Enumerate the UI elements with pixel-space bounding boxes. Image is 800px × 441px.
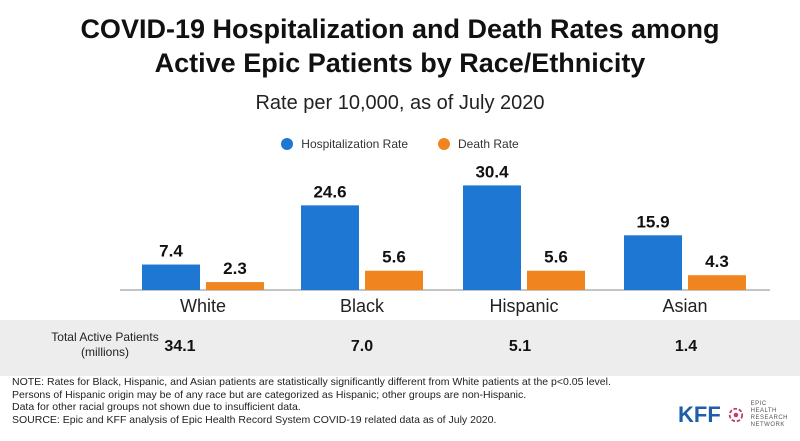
patients-label: Total Active Patients (millions) xyxy=(40,330,170,360)
note-3: Data for other racial groups not shown d… xyxy=(12,401,301,413)
bar-hospitalization-asian xyxy=(624,235,682,290)
chart-title: COVID-19 Hospitalization and Death Rates… xyxy=(0,12,800,80)
title-line-1: COVID-19 Hospitalization and Death Rates… xyxy=(80,14,720,44)
note-1: NOTE: Rates for Black, Hispanic, and Asi… xyxy=(12,376,611,388)
data-label-hospitalization-asian: 15.9 xyxy=(636,212,669,231)
bar-death-white xyxy=(206,282,264,290)
kff-logo-text: KFF xyxy=(678,402,721,427)
epic-logo-line-1: EPIC xyxy=(750,401,767,407)
bar-death-hispanic xyxy=(527,270,585,290)
legend-item-death: Death Rate xyxy=(438,137,519,151)
data-label-death-black: 5.6 xyxy=(382,248,406,267)
category-label-white: White xyxy=(180,296,226,316)
epic-logo-text: EPIC HEALTH RESEARCH NETWORK xyxy=(751,401,788,429)
legend-label-death: Death Rate xyxy=(458,137,519,151)
epic-network-icon xyxy=(728,407,743,423)
category-label-black: Black xyxy=(340,296,385,316)
data-label-hospitalization-black: 24.6 xyxy=(313,182,346,201)
note-2: Persons of Hispanic origin may be of any… xyxy=(12,388,527,401)
footnotes: NOTE: Rates for Black, Hispanic, and Asi… xyxy=(12,376,662,426)
patients-label-line-1: Total Active Patients xyxy=(51,330,159,344)
bar-death-black xyxy=(365,270,423,290)
patients-value-asian: 1.4 xyxy=(674,338,698,355)
patients-label-line-2: (millions) xyxy=(81,345,129,359)
data-label-hospitalization-white: 7.4 xyxy=(159,242,183,261)
data-label-death-white: 2.3 xyxy=(223,259,247,278)
bar-chart: 7.4 2.3 White 24.6 5.6 Black 30.4 5.6 Hispanic 15… xyxy=(120,162,770,316)
legend: Hospitalization Rate Death Rate xyxy=(0,137,800,151)
legend-label-hospitalization: Hospitalization Rate xyxy=(301,137,409,151)
legend-item-hospitalization: Hospitalization Rate xyxy=(281,137,408,151)
bar-death-asian xyxy=(688,275,746,290)
data-label-death-asian: 4.3 xyxy=(705,252,729,271)
epic-logo-line-2: HEALTH xyxy=(750,408,777,414)
kff-epic-logo: KFF EPIC HEALTH RESEARCH NETWORK xyxy=(678,398,788,432)
legend-swatch-death xyxy=(438,138,451,150)
patients-value-white: 34.1 xyxy=(164,338,196,355)
bar-hospitalization-black xyxy=(301,205,359,290)
legend-swatch-hospitalization xyxy=(281,138,294,150)
note-4: SOURCE: Epic and KFF analysis of Epic He… xyxy=(12,413,497,426)
data-label-death-hispanic: 5.6 xyxy=(544,248,568,267)
data-label-hospitalization-hispanic: 30.4 xyxy=(475,162,509,181)
chart-subtitle: Rate per 10,000, as of July 2020 xyxy=(255,92,545,114)
epic-logo-line-3: RESEARCH xyxy=(750,415,788,421)
bar-hospitalization-hispanic xyxy=(463,185,521,290)
title-line-2: Active Epic Patients by Race/Ethnicity xyxy=(154,48,646,78)
patients-band xyxy=(0,320,800,376)
epic-logo-line-4: NETWORK xyxy=(750,422,785,428)
patients-value-hispanic: 5.1 xyxy=(508,338,532,355)
bar-hospitalization-white xyxy=(142,264,200,290)
category-label-hispanic: Hispanic xyxy=(489,296,558,316)
patients-value-black: 7.0 xyxy=(350,338,374,355)
category-label-asian: Asian xyxy=(662,296,707,316)
